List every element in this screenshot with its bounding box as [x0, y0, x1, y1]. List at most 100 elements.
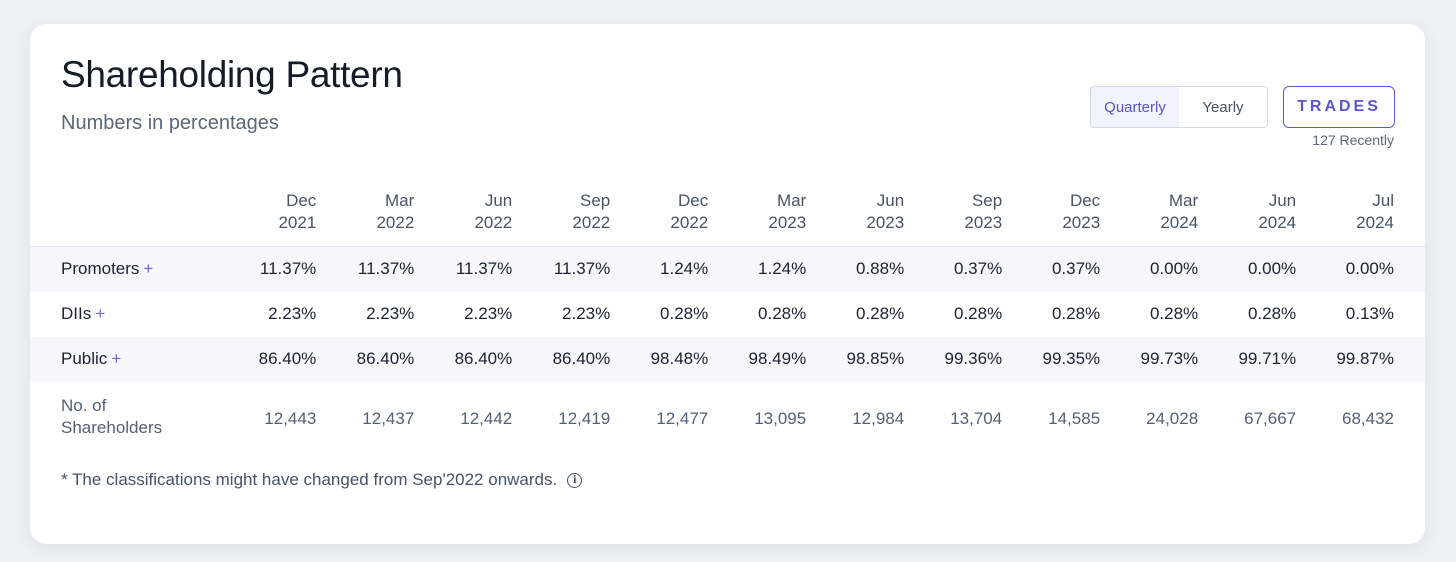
column-year: 2021: [278, 213, 317, 232]
column-header: Mar 2023: [708, 182, 807, 247]
column-month: Sep: [971, 191, 1003, 210]
table-cell: 86.40%: [316, 336, 415, 382]
table-cell: 2.23%: [562, 304, 611, 323]
column-year: 2023: [964, 213, 1003, 232]
footnote: * The classifications might have changed…: [61, 470, 583, 490]
info-icon[interactable]: i: [567, 472, 583, 488]
column-header: Sep 2022: [512, 182, 611, 247]
column-header: Jun 2024: [1198, 182, 1297, 247]
table-cell: 0.28%: [660, 304, 709, 323]
shareholders-cell: 12,442: [460, 408, 513, 428]
table-cell: 0.28%: [856, 304, 905, 323]
shareholders-cell: 12,984: [852, 408, 905, 428]
shareholders-label: No. of Shareholders: [30, 382, 218, 448]
page-subtitle: Numbers in percentages: [61, 112, 279, 134]
table-cell: 98.49%: [708, 336, 807, 382]
table-cell: 0.37%: [1002, 246, 1101, 292]
column-month: Mar: [385, 191, 415, 210]
shareholding-card: Shareholding Pattern Numbers in percenta…: [30, 24, 1425, 544]
table-header-row: Dec 2021 Mar 2022 Jun 2022 Sep 2022 Dec 2022 Mar 20…: [30, 182, 1425, 247]
column-header: Jun 2022: [414, 182, 513, 247]
table-cell: 0.37%: [904, 246, 1003, 292]
table-cell: 0.88%: [806, 246, 905, 292]
column-month: Jun: [484, 191, 513, 210]
table-cell: 86.40%: [512, 336, 611, 382]
column-year: 2023: [768, 213, 807, 232]
shareholders-cell: 24,028: [1146, 408, 1199, 428]
table-cell: 0.00%: [1100, 246, 1199, 292]
table-cell: 99.35%: [1002, 336, 1101, 382]
shareholders-cell: 67,667: [1244, 408, 1297, 428]
column-month: Mar: [776, 191, 807, 210]
column-month: Sep: [580, 191, 611, 210]
table-cell: 0.00%: [1296, 246, 1425, 292]
trades-recent-count: 127 Recently: [1312, 132, 1394, 148]
column-month: Dec: [286, 191, 317, 210]
row-label: Promoters: [61, 259, 140, 279]
column-month: Jun: [1268, 191, 1297, 210]
table-cell: 0.00%: [1198, 246, 1297, 292]
table-cell: 2.23%: [268, 304, 317, 323]
table-row: Public +86.40% 86.40% 86.40% 86.40% 98.48% 98.…: [30, 336, 1425, 382]
header-label-cell: [30, 182, 219, 247]
column-year: 2022: [474, 213, 513, 232]
shareholders-label-line2: Shareholders: [61, 417, 163, 437]
column-header: Sep 2023: [904, 182, 1003, 247]
table-cell: 11.37%: [414, 246, 513, 292]
table-cell: 2.23%: [464, 304, 513, 323]
expand-plus-icon[interactable]: +: [143, 259, 154, 279]
column-year: 2024: [1258, 213, 1297, 232]
table-cell: 11.37%: [316, 246, 415, 292]
shareholders-cell: 12,437: [362, 408, 415, 428]
trades-button[interactable]: TRADES: [1283, 86, 1395, 128]
column-year: 2024: [1160, 213, 1199, 232]
table-cell: 99.36%: [904, 336, 1003, 382]
column-month: Dec: [1069, 191, 1101, 210]
column-month: Dec: [678, 191, 709, 210]
column-year: 2023: [1062, 213, 1101, 232]
column-month: Jun: [876, 191, 905, 210]
column-year: 2022: [572, 213, 611, 232]
column-header: Dec 2023: [1002, 182, 1101, 247]
table-cell: 0.28%: [758, 304, 807, 323]
table-cell: 1.24%: [708, 246, 807, 292]
column-year: 2024: [1356, 213, 1394, 232]
shareholders-cell: 13,704: [950, 408, 1003, 428]
row-label-cell[interactable]: Promoters +: [30, 246, 219, 292]
shareholders-cell: 12,419: [558, 408, 611, 428]
row-label: Public: [61, 349, 108, 368]
toggle-quarterly[interactable]: Quarterly: [1091, 87, 1179, 127]
table-cell: 99.87%: [1296, 336, 1425, 382]
column-header: Dec 2022: [610, 182, 709, 247]
shareholders-cell: 12,443: [264, 408, 317, 428]
row-label-cell[interactable]: Public +: [30, 336, 219, 382]
expand-plus-icon[interactable]: +: [95, 304, 106, 323]
shareholders-cell: 13,095: [754, 408, 807, 428]
shareholding-table: Dec 2021 Mar 2022 Jun 2022 Sep 2022 Dec 2022 Mar 20…: [30, 182, 1425, 448]
table-cell: 99.73%: [1100, 336, 1199, 382]
footnote-text: * The classifications might have changed…: [61, 470, 558, 489]
shareholders-cell: 14,585: [1048, 408, 1101, 428]
expand-plus-icon[interactable]: +: [111, 349, 122, 368]
table-cell: 98.85%: [806, 336, 905, 382]
table-cell: 0.28%: [1149, 304, 1199, 323]
table-cell: 86.40%: [414, 336, 513, 382]
table-cell: 0.28%: [1247, 304, 1297, 323]
shareholders-row: No. of Shareholders 12,443 12,437 12,442 12,4…: [30, 382, 1425, 448]
column-header: Mar 2024: [1100, 182, 1199, 247]
column-header: Dec 2021: [218, 182, 317, 247]
table-cell: 0.13%: [1345, 304, 1394, 323]
table-cell: 86.40%: [218, 336, 317, 382]
column-month: Mar: [1168, 191, 1199, 210]
column-year: 2022: [670, 213, 709, 232]
table-cell: 1.24%: [610, 246, 709, 292]
table-cell: 2.23%: [366, 304, 415, 323]
shareholders-cell: 68,432: [1342, 408, 1394, 428]
table-cell: 0.28%: [953, 304, 1003, 323]
table-cell: 98.48%: [610, 336, 709, 382]
shareholders-cell: 12,477: [656, 408, 709, 428]
row-label-cell[interactable]: DIIs +: [30, 292, 218, 337]
table-cell: 11.37%: [218, 246, 317, 292]
toggle-yearly[interactable]: Yearly: [1202, 98, 1244, 116]
table-row: Promoters +11.37% 11.37% 11.37% 11.37% 1.24% 1…: [30, 246, 1425, 292]
